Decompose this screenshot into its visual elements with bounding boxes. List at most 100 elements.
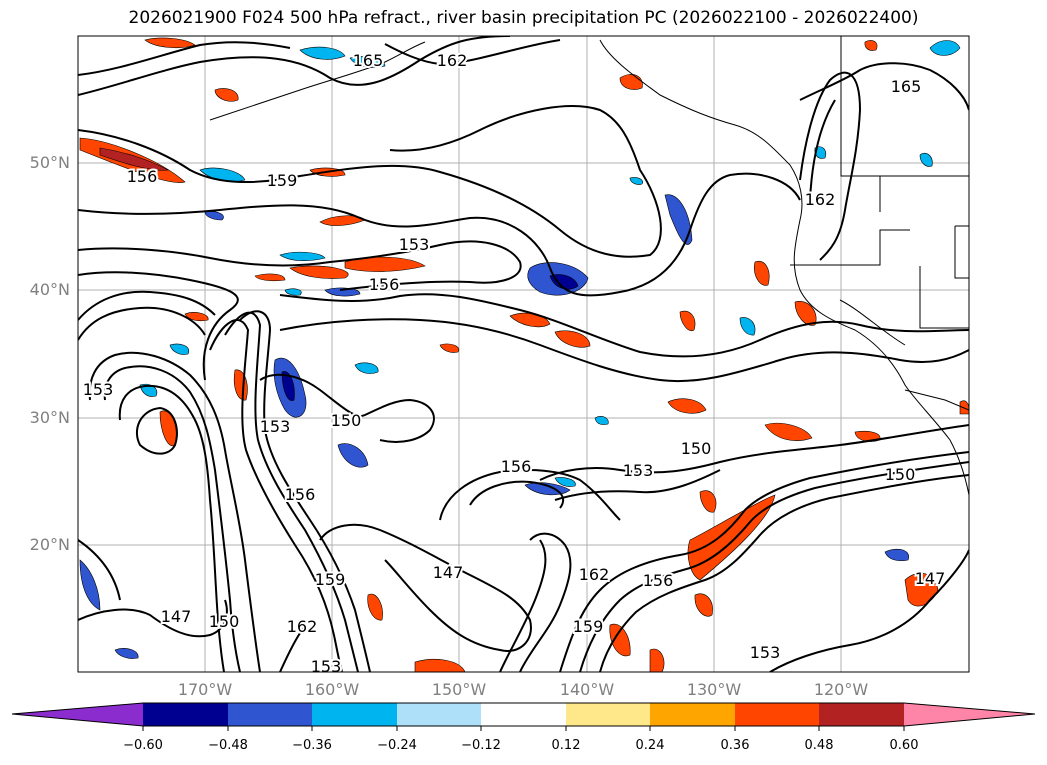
contour-label: 165 (353, 51, 384, 70)
precip-anomaly-blob (594, 416, 609, 425)
precip-anomaly-blob (337, 443, 369, 468)
contour-label: 159 (267, 171, 298, 190)
contour-label: 147 (915, 569, 946, 588)
precip-anomaly-blob (629, 177, 643, 185)
precip-anomaly-blob (699, 490, 717, 513)
contour-label: 153 (399, 235, 430, 254)
contour-label: 162 (579, 565, 610, 584)
contour-label: 150 (681, 439, 712, 458)
contour-label: 156 (643, 571, 674, 590)
precip-anomaly-blob (354, 362, 379, 374)
colorbar-tick-label: −0.48 (208, 738, 248, 753)
precip-anomaly-blob (204, 211, 224, 221)
colorbar-tick-label: −0.24 (377, 738, 417, 753)
colorbar-tick-label: 0.24 (635, 738, 665, 753)
precip-anomaly-blob (929, 40, 961, 56)
lat-label: 30°N (29, 408, 70, 427)
precip-anomaly-blob (289, 265, 349, 279)
precip-anomaly-blob (99, 147, 169, 171)
colorbar-cell (143, 703, 228, 726)
precip-anomaly-blob (554, 330, 591, 348)
precip-anomaly-blob (279, 251, 326, 261)
precip-anomaly-blob (884, 548, 909, 562)
precip-anomaly-blob (79, 559, 101, 611)
contour-label: 159 (573, 617, 604, 636)
contour-label: 153 (83, 380, 114, 399)
contour-label: 147 (161, 607, 192, 626)
colorbar-tick-label: −0.12 (461, 738, 501, 753)
contour-label: 162 (287, 617, 318, 636)
precip-anomaly-blob (299, 46, 346, 60)
precip-anomaly-blob (139, 383, 158, 397)
colorbar-cell (650, 703, 735, 726)
lon-label: 150°W (431, 680, 487, 699)
colorbar-cell (735, 703, 819, 726)
colorbar (11, 702, 1036, 731)
lon-label: 130°W (686, 680, 742, 699)
precip-anomaly-blob (609, 623, 631, 657)
contour-label: 150 (331, 411, 362, 430)
lon-label: 140°W (559, 680, 615, 699)
colorbar-cell (566, 703, 650, 726)
map-title: 2026021900 F024 500 hPa refract., river … (128, 8, 919, 28)
contour-label: 153 (750, 643, 781, 662)
contour-label: 165 (891, 77, 922, 96)
precip-anomaly-blob (169, 343, 190, 355)
contour-label: 153 (311, 657, 342, 676)
precip-anomaly-blob (144, 37, 196, 49)
contour-lines (78, 36, 969, 672)
precip-anomaly-blob (214, 88, 239, 102)
colorbar-cell (481, 703, 566, 726)
precip-anomaly-blob (904, 572, 939, 607)
precip-anomaly-blob (554, 477, 576, 487)
precip-anomaly-blob (649, 648, 665, 672)
precip-anomaly-blob (549, 274, 579, 290)
precip-anomaly-blob (254, 273, 286, 282)
lon-label: 160°W (304, 680, 360, 699)
precip-anomaly-blob (281, 371, 295, 401)
contour-label: 162 (437, 51, 468, 70)
contour-label: 153 (623, 461, 654, 480)
colorbar-cell (397, 703, 481, 726)
colorbar-tick-label: 0.12 (551, 738, 581, 753)
precip-anomaly-blob (959, 400, 969, 415)
precip-anomaly-blob (764, 422, 813, 441)
colorbar-extend-min (12, 703, 143, 726)
precip-anomaly-blob (367, 593, 383, 621)
precip-anomaly-blob (664, 194, 693, 245)
contour-label: 153 (260, 417, 291, 436)
precip-anomaly-blob (324, 287, 361, 297)
contour-label: 156 (285, 485, 316, 504)
contour-label: 156 (127, 167, 158, 186)
contour-label: 162 (805, 190, 836, 209)
map-area (78, 36, 969, 672)
contour-label: 156 (501, 457, 532, 476)
colorbar-tick-label: 0.36 (720, 738, 750, 753)
colorbar-cell (819, 703, 904, 726)
precip-anomaly-blob (114, 648, 139, 659)
lon-label: 120°W (813, 680, 869, 699)
precip-anomaly-blob (794, 301, 817, 326)
colorbar-tick-label: 0.60 (889, 738, 919, 753)
precip-anomaly-blob (439, 343, 460, 353)
coastlines (209, 36, 969, 496)
precip-anomaly-blob (739, 317, 756, 336)
colorbar-cell (312, 703, 397, 726)
contour-label: 150 (209, 612, 240, 631)
colorbar-tick-label: 0.48 (804, 738, 834, 753)
lat-label: 40°N (29, 280, 70, 299)
precip-anomaly-blob (414, 659, 466, 672)
colorbar-tick-label: −0.60 (123, 738, 163, 753)
precip-anomaly-layer (79, 37, 969, 672)
contour-label: 159 (315, 570, 346, 589)
map-frame (77, 35, 970, 673)
lon-label: 170°W (177, 680, 233, 699)
contour-label-layer: 165 162 165 156 159 153 156 162 153 150 … (81, 49, 948, 676)
contour-label: 147 (433, 563, 464, 582)
lat-label: 20°N (29, 535, 70, 554)
lat-label: 50°N (29, 153, 70, 172)
colorbar-tick-label: −0.36 (292, 738, 332, 753)
colorbar-extend-max (904, 703, 1035, 726)
precip-anomaly-blob (694, 593, 713, 617)
